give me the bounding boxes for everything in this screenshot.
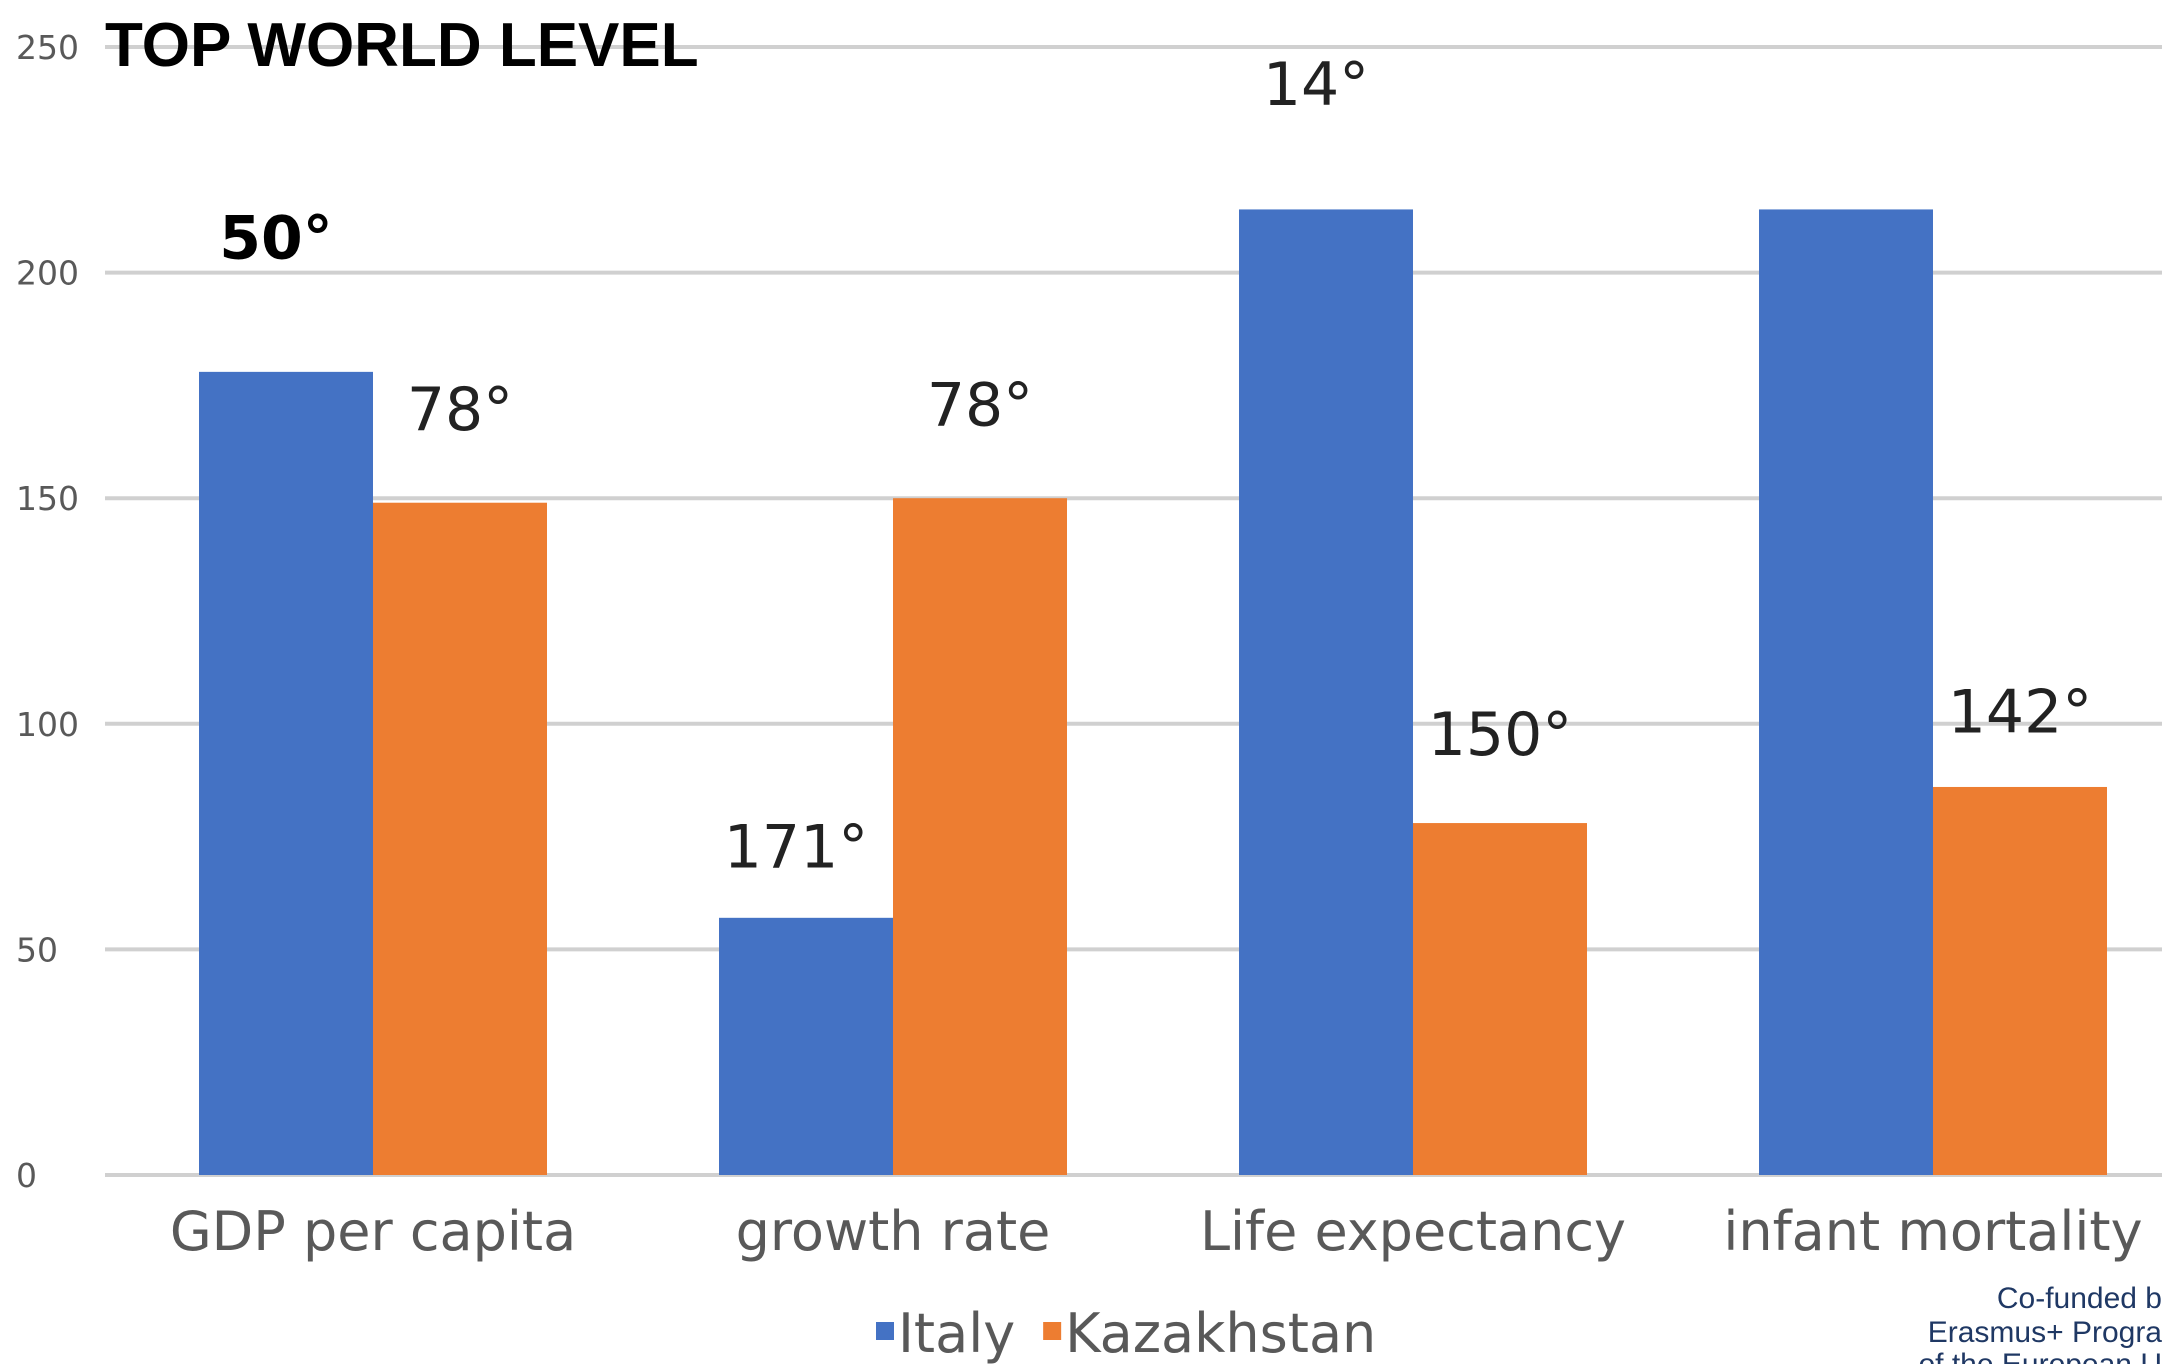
- data-label: 150°: [1428, 700, 1573, 770]
- footer-line-3: of the European U: [1918, 1348, 2162, 1364]
- bars: [199, 209, 2107, 1175]
- x-axis-ticks: GDP per capita growth rate Life expectancy…: [170, 1200, 2143, 1263]
- legend-label: Kazakhstan: [1065, 1302, 1376, 1364]
- chart-title: TOP WORLD LEVEL: [105, 11, 699, 80]
- y-tick-label: 200: [16, 254, 79, 293]
- y-tick-label: 50: [16, 930, 58, 969]
- legend-label: Italy: [898, 1302, 1015, 1364]
- footer-logo-text: Co-funded b Erasmus+ Progra of the Europ…: [1918, 1282, 2162, 1364]
- footer-line-2: Erasmus+ Progra: [1928, 1316, 2162, 1349]
- x-tick-label: GDP per capita: [170, 1200, 576, 1263]
- y-tick-label: 250: [16, 28, 79, 67]
- bar-italy-1: [719, 917, 893, 1175]
- footer-line-1: Co-funded b: [1997, 1282, 2162, 1315]
- legend: Italy Kazakhstan: [876, 1302, 1376, 1364]
- legend-swatch-kazakhstan: [1043, 1322, 1062, 1340]
- y-axis-ticks: 0 50 100 150 200 250: [16, 28, 79, 1195]
- legend-swatch-italy: [876, 1322, 894, 1340]
- bar-kazakhstan-3: [1933, 786, 2107, 1175]
- data-label: 50°: [219, 204, 333, 274]
- y-tick-label: 150: [16, 479, 79, 518]
- bar-kazakhstan-0: [373, 502, 547, 1175]
- y-tick-label: 100: [16, 705, 79, 744]
- y-tick-label: 0: [16, 1156, 37, 1195]
- x-tick-label: infant mortality: [1723, 1200, 2142, 1263]
- data-label: 78°: [407, 375, 513, 445]
- bar-kazakhstan-1: [893, 498, 1067, 1175]
- bar-kazakhstan-2: [1413, 823, 1587, 1175]
- x-tick-label: growth rate: [736, 1200, 1051, 1263]
- bar-italy-0: [199, 371, 373, 1175]
- data-label: 14°: [1263, 50, 1369, 120]
- data-label: 171°: [724, 813, 869, 883]
- x-tick-label: Life expectancy: [1200, 1200, 1626, 1263]
- data-label: 78°: [927, 370, 1033, 440]
- bar-italy-3: [1759, 209, 1933, 1175]
- bar-italy-2: [1239, 209, 1413, 1175]
- data-annotations: 50° 78° 171° 78° 14° 150° 142°: [219, 50, 2092, 883]
- data-label: 142°: [1948, 677, 2093, 747]
